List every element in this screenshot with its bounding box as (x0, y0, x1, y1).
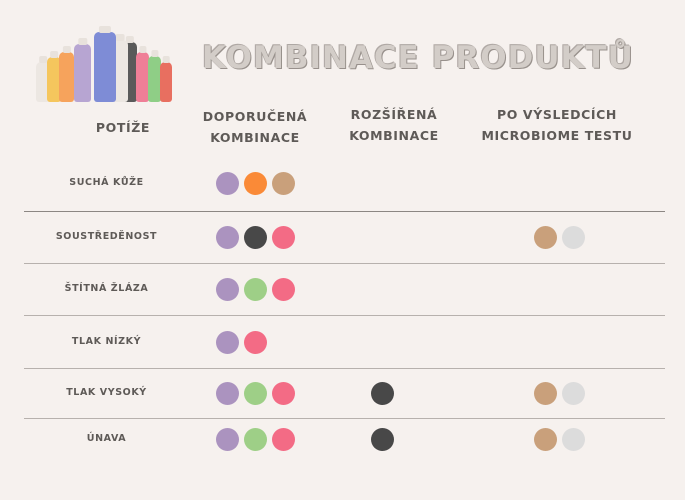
recommended-product-dot-green (243, 381, 267, 405)
row-label: ŠTÍTNÁ ŽLÁZA (64, 283, 149, 294)
recommended-product-dot-purple (215, 277, 239, 301)
table-row: SOUSTŘEDĚNOST (24, 229, 664, 245)
recommended-product-dot-pink (271, 427, 295, 451)
table-row: ÚNAVA (24, 431, 664, 447)
row-label: TLAK NÍZKÝ (71, 336, 142, 347)
recommended-product-dot-pink (243, 330, 267, 354)
column-header-extended-line1: ROZŠÍŘENÁ (350, 107, 438, 122)
product-bottles-image (36, 26, 181, 102)
microbiome-product-dot-lightgray (561, 225, 585, 249)
column-header-microbiome: PO VÝSLEDCÍCH MICROBIOME TESTU (472, 104, 642, 146)
column-header-recommended-line1: DOPORUČENÁ (202, 109, 308, 124)
bottle-5 (94, 26, 116, 102)
recommended-product-dot-purple (215, 427, 239, 451)
row-divider (24, 211, 665, 212)
table-row: TLAK NÍZKÝ (24, 334, 664, 350)
row-label: TLAK VYSOKÝ (66, 387, 147, 398)
header: KOMBINACE PRODUKTŮ (0, 0, 685, 102)
row-divider (24, 263, 665, 264)
recommended-product-dot-purple (215, 171, 239, 195)
microbiome-product-dot-tan (533, 427, 557, 451)
column-header-extended: ROZŠÍŘENÁ KOMBINACE (329, 104, 459, 146)
recommended-product-dot-orange (243, 171, 267, 195)
recommended-product-dot-purple (215, 225, 239, 249)
row-divider (24, 315, 665, 316)
table-row: ŠTÍTNÁ ŽLÁZA (24, 281, 664, 297)
extended-product-dot-dark (370, 381, 394, 405)
row-divider (24, 418, 665, 419)
bottle-9 (148, 50, 161, 102)
recommended-product-dot-dark (243, 225, 267, 249)
recommended-product-dot-purple (215, 381, 239, 405)
bottle-1 (36, 56, 50, 102)
column-header-issue: POTÍŽE (95, 120, 151, 135)
recommended-product-dot-pink (271, 381, 295, 405)
recommended-product-dot-pink (271, 277, 295, 301)
recommended-product-dot-green (243, 427, 267, 451)
column-header-recommended-line2: KOMBINACE (210, 130, 300, 145)
extended-product-dot-dark (370, 427, 394, 451)
bottle-10 (160, 56, 172, 102)
row-divider (24, 368, 665, 369)
bottle-8 (136, 46, 149, 102)
row-label: ÚNAVA (86, 433, 127, 444)
bottle-6 (112, 34, 128, 102)
table-row: SUCHÁ KŮŽE (24, 175, 664, 191)
column-header-extended-line2: KOMBINACE (349, 128, 439, 143)
recommended-product-dot-green (243, 277, 267, 301)
table-row: TLAK VYSOKÝ (24, 385, 664, 401)
bottle-2 (47, 51, 61, 102)
row-label: SOUSTŘEDĚNOST (55, 231, 158, 242)
row-label: SUCHÁ KŮŽE (69, 177, 144, 188)
microbiome-product-dot-tan (533, 225, 557, 249)
recommended-product-dot-pink (271, 225, 295, 249)
page-title: KOMBINACE PRODUKTŮ (202, 40, 634, 76)
microbiome-product-dot-lightgray (561, 427, 585, 451)
column-header-microbiome-line1: PO VÝSLEDCÍCH (496, 107, 617, 122)
recommended-product-dot-purple (215, 330, 239, 354)
column-header-microbiome-line2: MICROBIOME TESTU (481, 128, 633, 143)
bottle-4 (74, 38, 91, 102)
bottle-3 (59, 46, 74, 102)
microbiome-product-dot-tan (533, 381, 557, 405)
recommended-product-dot-tan (271, 171, 295, 195)
column-header-recommended: DOPORUČENÁ KOMBINACE (190, 106, 320, 148)
microbiome-product-dot-lightgray (561, 381, 585, 405)
